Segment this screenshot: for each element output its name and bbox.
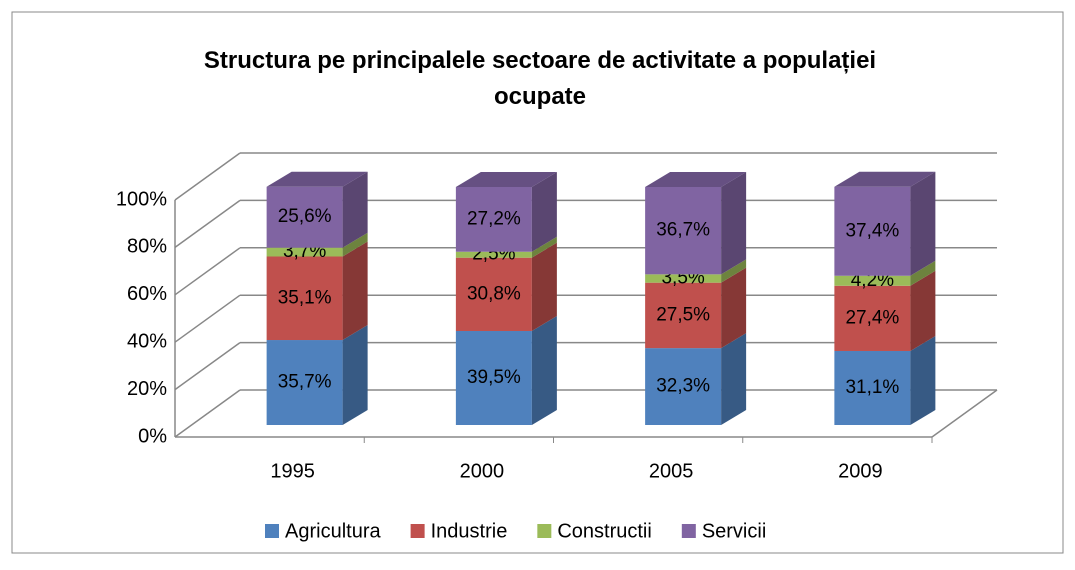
bar-segment: [645, 348, 722, 425]
bar-segment: [266, 340, 343, 425]
bar-segment: [455, 187, 532, 252]
data-label: 30,8%: [467, 283, 521, 304]
data-label: 39,5%: [467, 367, 521, 388]
bar-segment: [266, 256, 343, 341]
bar-side: [721, 267, 747, 349]
legend-swatch: [537, 524, 552, 538]
data-label: 31,1%: [845, 377, 899, 398]
bar-top: [834, 171, 936, 187]
legend-swatch: [265, 524, 279, 538]
x-tick-label: 2005: [649, 460, 694, 482]
bar-segment: [834, 186, 911, 276]
x-tick-label: 2009: [838, 460, 883, 482]
bar-side: [342, 325, 368, 425]
floor-edge: [931, 389, 998, 438]
legend-label: Servicii: [702, 520, 766, 542]
bar-segment: [645, 282, 722, 349]
bar-side: [342, 241, 368, 341]
bar-segment: [834, 285, 911, 351]
grid-line: [174, 389, 241, 438]
bar-segment: [455, 251, 532, 258]
chart-title: Structura pe principalele sectoare de ac…: [204, 47, 876, 110]
grid-line: [174, 294, 241, 343]
grid-line: [174, 199, 241, 249]
bar-side: [531, 315, 557, 425]
bar-segment: [645, 187, 722, 275]
bar-side: [342, 232, 368, 257]
bar-side: [721, 333, 747, 425]
legend-swatch: [410, 524, 425, 538]
bar-top: [266, 171, 368, 187]
bar-side: [721, 172, 747, 275]
legend-label: Industrie: [431, 520, 508, 542]
bar-side: [721, 259, 747, 283]
data-label: 35,1%: [278, 287, 332, 308]
bar-side: [910, 260, 936, 286]
bar-segment: [455, 330, 532, 425]
bar-side: [910, 270, 936, 351]
data-label: 27,4%: [845, 307, 899, 328]
data-label: 37,4%: [845, 220, 899, 241]
y-tick-label: 0%: [138, 425, 167, 447]
data-label: 25,6%: [278, 206, 332, 227]
bar-side: [531, 242, 557, 331]
data-label: 36,7%: [656, 220, 710, 241]
grid-line: [174, 152, 241, 201]
x-tick-label: 2000: [460, 460, 505, 482]
y-tick-label: 20%: [127, 378, 167, 400]
bar-segment: [455, 257, 532, 331]
y-tick-label: 40%: [127, 330, 167, 352]
bar-top: [455, 172, 557, 187]
x-tick-label: 1995: [270, 460, 315, 482]
bar-top: [645, 172, 747, 187]
bar-segment: [834, 275, 911, 286]
bar-segment: [834, 350, 911, 425]
bar-segment: [266, 247, 343, 257]
bar-side: [342, 171, 368, 248]
y-tick-label: 60%: [127, 283, 167, 305]
data-label: 35,7%: [278, 372, 332, 393]
grid-line: [174, 341, 241, 391]
legend-label: Agricultura: [285, 520, 381, 542]
data-label: 32,3%: [656, 376, 710, 397]
bar-side: [910, 335, 936, 425]
legend-swatch: [681, 524, 696, 538]
data-label: 27,2%: [467, 208, 521, 229]
bar-side: [531, 236, 557, 258]
grid-line: [174, 247, 241, 296]
bar-side: [910, 171, 936, 276]
bar-segment: [266, 186, 343, 248]
y-tick-label: 80%: [127, 236, 167, 258]
bar-side: [531, 172, 557, 252]
legend-label: Constructii: [557, 520, 651, 542]
bar-segment: [645, 274, 722, 283]
y-tick-label: 100%: [116, 188, 167, 210]
data-label: 27,5%: [656, 304, 710, 325]
